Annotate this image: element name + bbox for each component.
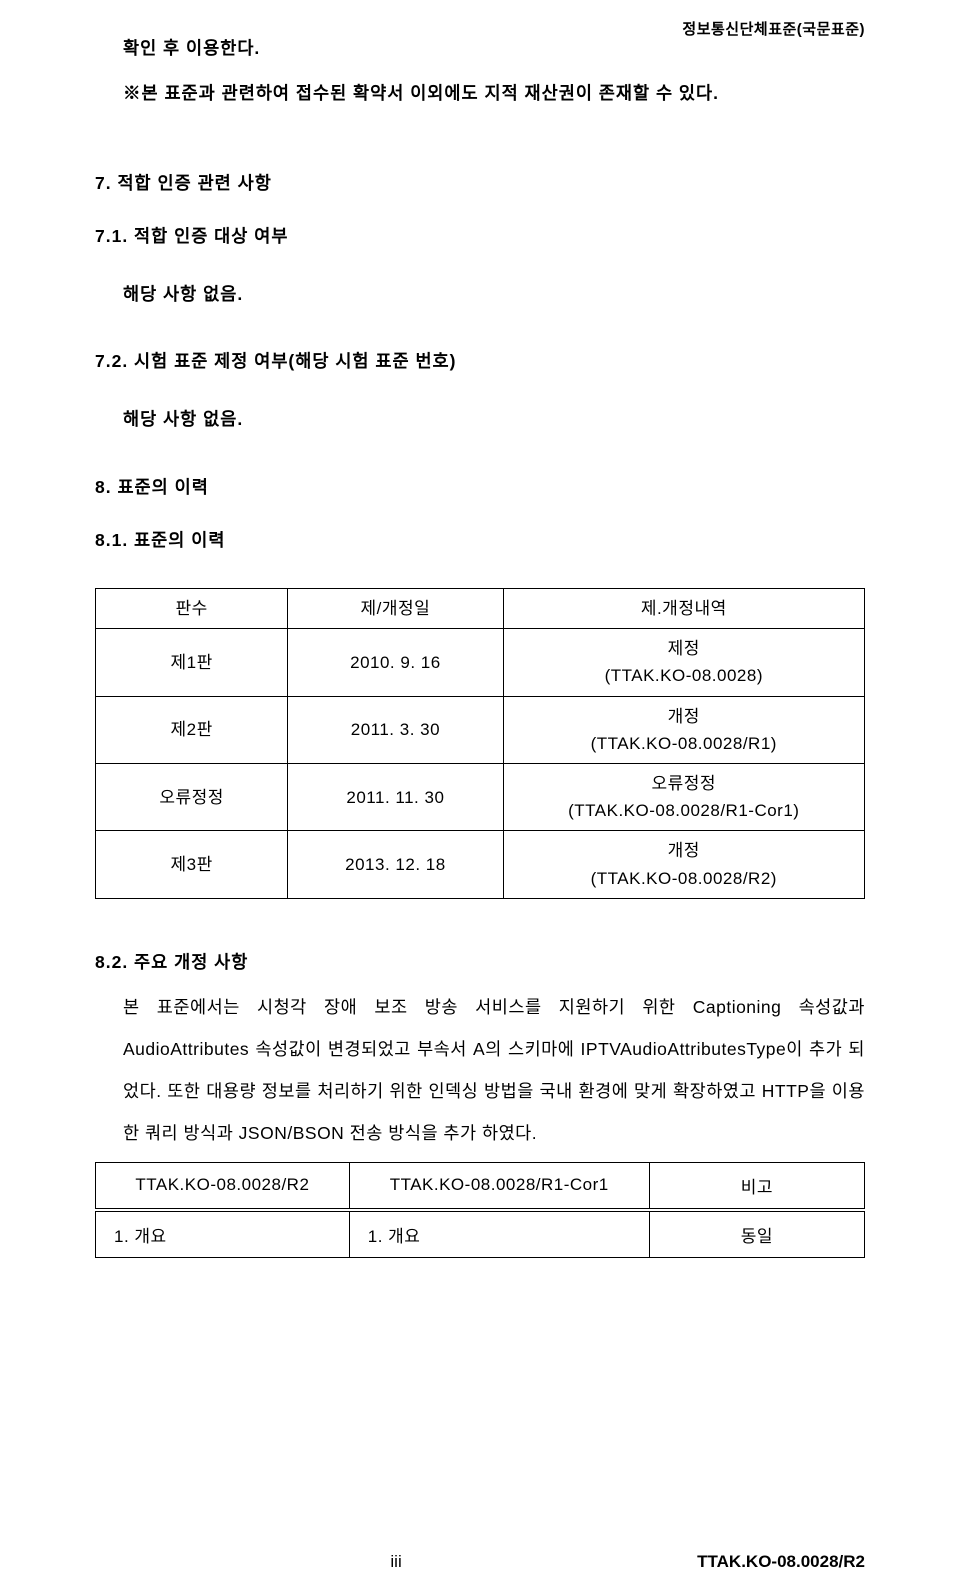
cell-edition: 제2판 xyxy=(96,696,288,763)
section-7-2-title: 7.2. 시험 표준 제정 여부(해당 시험 표준 번호) xyxy=(95,348,865,373)
page-number: iii xyxy=(95,1552,697,1572)
cell-detail: 오류정정(TTAK.KO-08.0028/R1-Cor1) xyxy=(503,763,864,830)
cell-edition: 오류정정 xyxy=(96,763,288,830)
th-r2: TTAK.KO-08.0028/R2 xyxy=(96,1162,350,1210)
intro-line2: ※본 표준과 관련하여 접수된 확약서 이외에도 지적 재산권이 존재할 수 있… xyxy=(123,75,865,112)
cell-detail: 제정(TTAK.KO-08.0028) xyxy=(503,629,864,696)
cell-r2: 1. 개요 xyxy=(96,1210,350,1258)
table-row: 제3판 2013. 12. 18 개정(TTAK.KO-08.0028/R2) xyxy=(96,831,865,898)
th-note: 비고 xyxy=(649,1162,864,1210)
cell-detail: 개정(TTAK.KO-08.0028/R1) xyxy=(503,696,864,763)
table-row: 오류정정 2011. 11. 30 오류정정(TTAK.KO-08.0028/R… xyxy=(96,763,865,830)
cell-r1cor1: 1. 개요 xyxy=(349,1210,649,1258)
th-edition: 판수 xyxy=(96,589,288,629)
section-8-title: 8. 표준의 이력 xyxy=(95,474,865,499)
section-7-title: 7. 적합 인증 관련 사항 xyxy=(95,170,865,195)
cell-detail: 개정(TTAK.KO-08.0028/R2) xyxy=(503,831,864,898)
cell-date: 2013. 12. 18 xyxy=(288,831,503,898)
section-7-1-title: 7.1. 적합 인증 대상 여부 xyxy=(95,223,865,248)
table-row: 제2판 2011. 3. 30 개정(TTAK.KO-08.0028/R1) xyxy=(96,696,865,763)
cell-note: 동일 xyxy=(649,1210,864,1258)
th-r1cor1: TTAK.KO-08.0028/R1-Cor1 xyxy=(349,1162,649,1210)
th-detail: 제.개정내역 xyxy=(503,589,864,629)
table-header-row: 판수 제/개정일 제.개정내역 xyxy=(96,589,865,629)
cell-edition: 제1판 xyxy=(96,629,288,696)
cell-date: 2011. 3. 30 xyxy=(288,696,503,763)
section-8-2-title: 8.2. 주요 개정 사항 xyxy=(95,949,865,974)
standard-code: TTAK.KO-08.0028/R2 xyxy=(697,1552,865,1572)
page-footer: iii TTAK.KO-08.0028/R2 xyxy=(95,1552,865,1572)
table-row: 제1판 2010. 9. 16 제정(TTAK.KO-08.0028) xyxy=(96,629,865,696)
section-8-1-title: 8.1. 표준의 이력 xyxy=(95,527,865,552)
cell-date: 2011. 11. 30 xyxy=(288,763,503,830)
compare-table: TTAK.KO-08.0028/R2 TTAK.KO-08.0028/R1-Co… xyxy=(95,1162,865,1258)
header-right: 정보통신단체표준(국문표준) xyxy=(682,18,865,39)
section-7-1-body: 해당 사항 없음. xyxy=(123,276,865,313)
table-header-row: TTAK.KO-08.0028/R2 TTAK.KO-08.0028/R1-Co… xyxy=(96,1162,865,1210)
section-8-2-paragraph: 본 표준에서는 시청각 장애 보조 방송 서비스를 지원하기 위한 Captio… xyxy=(123,986,865,1154)
section-7-2-body: 해당 사항 없음. xyxy=(123,401,865,438)
history-table: 판수 제/개정일 제.개정내역 제1판 2010. 9. 16 제정(TTAK.… xyxy=(95,588,865,899)
cell-date: 2010. 9. 16 xyxy=(288,629,503,696)
th-date: 제/개정일 xyxy=(288,589,503,629)
table-row: 1. 개요 1. 개요 동일 xyxy=(96,1210,865,1258)
cell-edition: 제3판 xyxy=(96,831,288,898)
